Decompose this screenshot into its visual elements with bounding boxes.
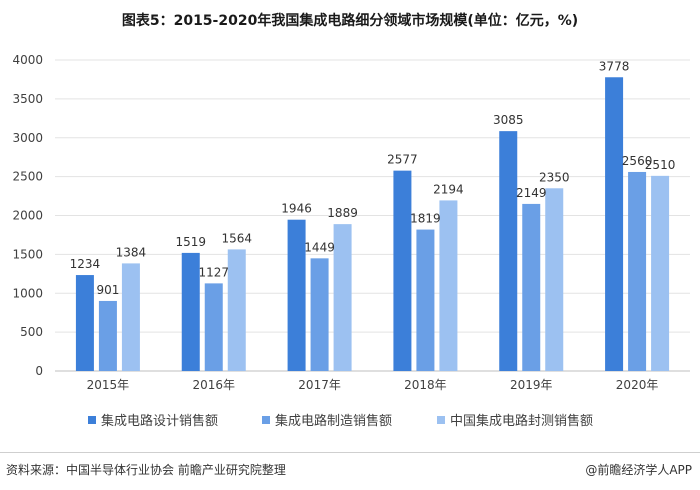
data-label: 2577 [387,153,418,167]
legend-label: 中国集成电路封测销售额 [450,413,593,429]
bars [75,77,670,371]
data-label: 2510 [645,158,676,172]
bar [98,300,117,371]
bar [310,258,329,371]
x-tick-label: 2016年 [192,378,235,392]
bar [227,249,246,371]
y-tick-label: 4000 [12,53,43,67]
data-label: 2149 [516,186,547,200]
data-label: 3778 [599,59,630,73]
bar [439,200,458,371]
legend-label: 集成电路设计销售额 [101,413,218,429]
y-tick-label: 2500 [12,170,43,184]
data-label: 3085 [493,113,524,127]
bar-chart: 0 500 1000 1500 2000 2500 3000 3500 4000 1234 901… [12,53,690,429]
bar [499,131,518,371]
legend: 集成电路设计销售额 集成电路制造销售额 中国集成电路封测销售额 [88,413,593,429]
data-label: 1384 [116,245,147,259]
x-tick-label: 2015年 [87,378,130,392]
chart-title: 图表5：2015-2020年我国集成电路细分领域市场规模(单位：亿元，%) [121,13,579,29]
bar [75,275,94,371]
data-label: 1519 [175,235,206,249]
y-tick-label: 3000 [12,131,43,145]
bar [333,224,352,371]
x-tick-label: 2018年 [404,378,447,392]
data-label: 2350 [539,170,570,184]
bar [545,188,564,371]
bar [416,229,435,371]
bar [628,171,647,371]
data-label: 1234 [70,257,101,271]
bar [605,77,624,371]
source-note: 资料来源：中国半导体行业协会 前瞻产业研究院整理 [6,463,286,477]
data-label: 1946 [281,202,312,216]
bar [651,175,670,371]
x-axis-ticks: 2015年 2016年 2017年 2018年 2019年 2020年 [87,378,659,392]
y-axis-ticks: 0 500 1000 1500 2000 2500 3000 3500 4000 [12,53,43,378]
bar [522,203,541,371]
data-label: 1819 [410,212,441,226]
bar [181,252,200,371]
y-tick-label: 0 [35,364,43,378]
data-label: 1449 [304,240,335,254]
legend-swatch [262,416,270,424]
legend-swatch [88,416,96,424]
legend-label: 集成电路制造销售额 [275,413,392,429]
data-label: 2560 [622,154,653,168]
x-tick-label: 2017年 [298,378,341,392]
bar [287,219,306,371]
y-tick-label: 500 [20,325,43,339]
gridlines [55,59,690,372]
data-label: 1564 [221,231,252,245]
bar [204,283,223,371]
data-label: 1889 [327,206,358,220]
data-label: 2194 [433,182,464,196]
footer-divider [0,452,700,453]
y-tick-label: 2000 [12,209,43,223]
x-tick-label: 2020年 [616,378,659,392]
x-tick-label: 2019年 [510,378,553,392]
y-tick-label: 1000 [12,286,43,300]
legend-swatch [437,416,445,424]
bar [393,170,412,371]
bar [121,263,140,371]
data-labels: 1234 901 1384 1519 1127 1564 1946 1449 1889 2577 1… [70,59,676,297]
data-label: 901 [96,283,119,297]
data-label: 1127 [198,265,229,279]
y-tick-label: 1500 [12,247,43,261]
brand-credit: @前瞻经济学人APP [585,463,692,477]
y-tick-label: 3500 [12,92,43,106]
